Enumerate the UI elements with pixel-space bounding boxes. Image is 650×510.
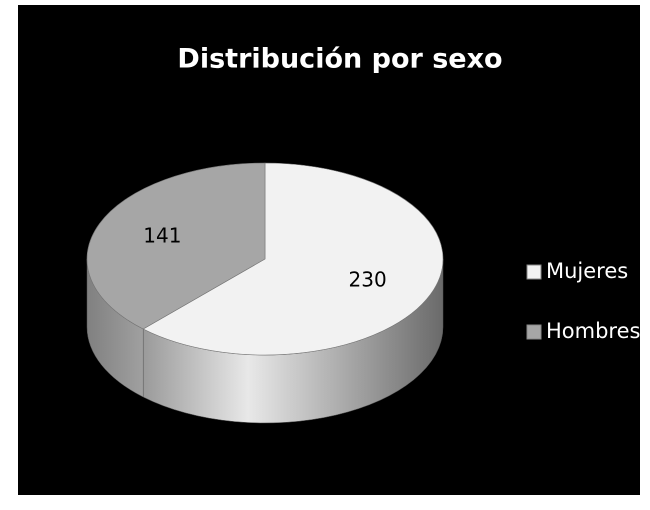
slice	[86, 162, 266, 330]
data-label: 230	[349, 267, 387, 291]
legend-swatch	[526, 324, 542, 340]
pie: 230 141	[86, 162, 444, 424]
legend-swatch	[526, 264, 542, 280]
legend-label: Mujeres	[546, 259, 628, 283]
legend: Mujeres Hombres	[526, 259, 640, 343]
data-label: 141	[143, 224, 181, 248]
slice	[142, 162, 444, 356]
legend-label: Hombres	[546, 319, 640, 343]
chart-title: Distribución por sexo	[177, 44, 502, 75]
